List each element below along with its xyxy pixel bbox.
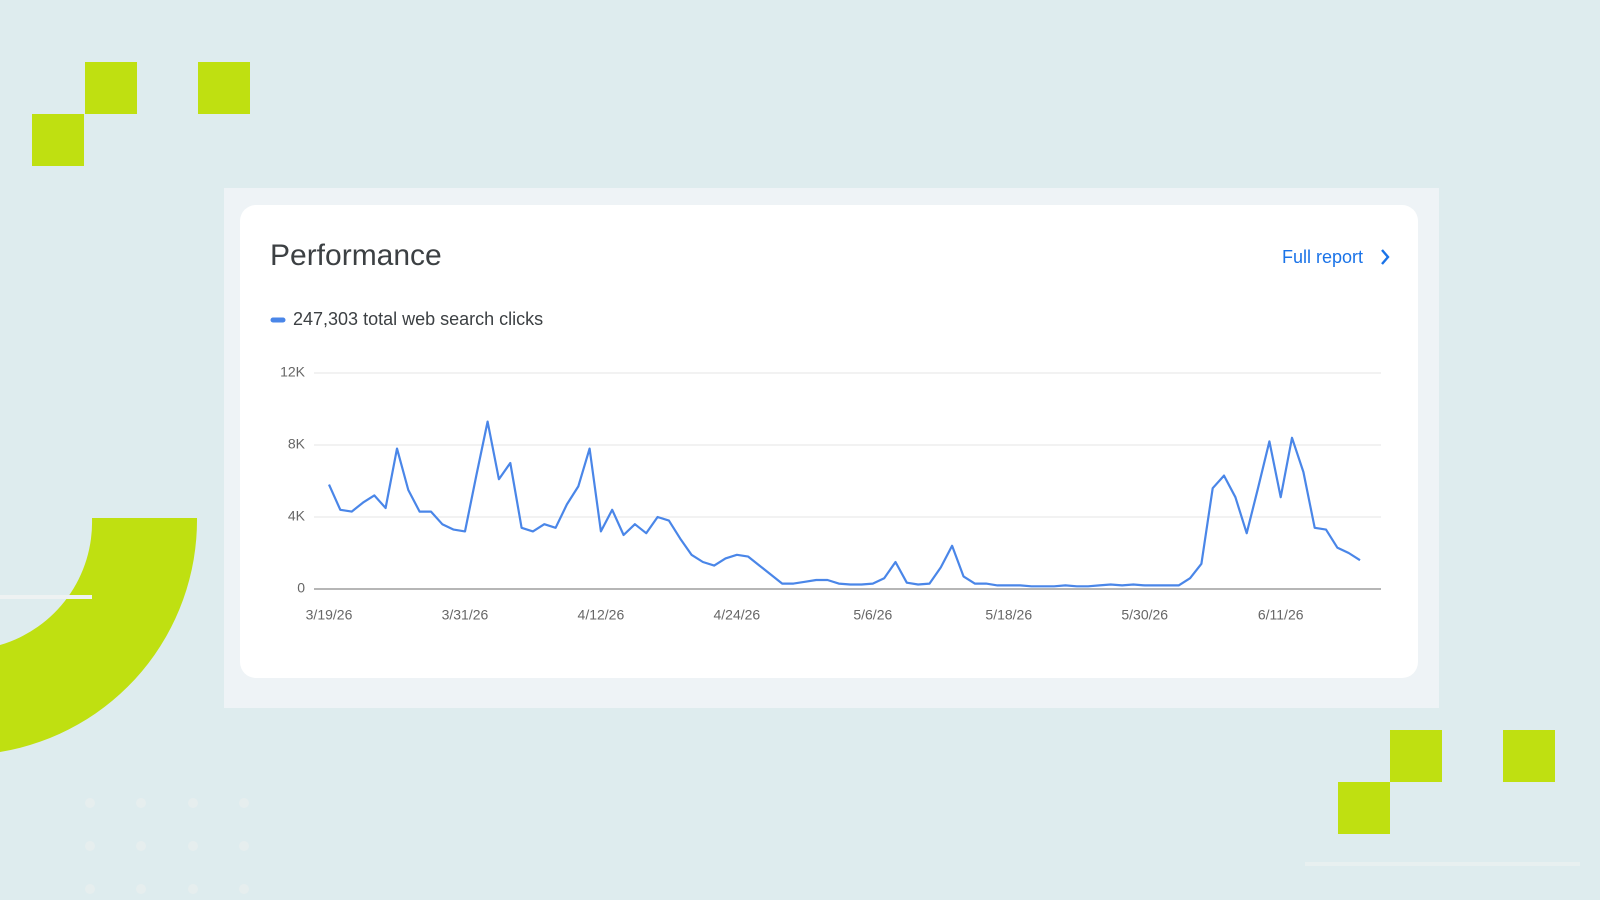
card <box>240 205 1418 678</box>
x-tick-label: 3/19/26 <box>306 607 353 623</box>
x-tick-label: 3/31/26 <box>442 607 489 623</box>
chevron[interactable] <box>1381 249 1390 265</box>
y-tick-label: 12K <box>280 364 306 380</box>
x-tick-label: 6/11/26 <box>1258 607 1304 623</box>
plot: 0 4K 8K 12K 3/19/26 3/31/26 4/12/26 4/24/26 5/6/… <box>280 364 1381 623</box>
card-title: Performance <box>270 239 442 272</box>
link-text[interactable]: Full report <box>1282 247 1363 267</box>
full-report-link[interactable]: Full report <box>1282 247 1390 267</box>
y-tick-label: 0 <box>297 580 305 596</box>
decoration <box>0 62 1555 834</box>
x-tick-label: 5/6/26 <box>853 607 892 623</box>
y-tick-label: 8K <box>288 436 306 452</box>
x-tick-label: 4/12/26 <box>578 607 625 623</box>
x-tick-label: 5/18/26 <box>985 607 1032 623</box>
data-line <box>327 420 1361 588</box>
x-tick-label: 4/24/26 <box>714 607 761 623</box>
y-tick-label: 4K <box>288 508 306 524</box>
x-tick-label: 5/30/26 <box>1121 607 1168 623</box>
legend-label: 247,303 total web search clicks <box>293 309 543 329</box>
decoration <box>85 798 249 894</box>
